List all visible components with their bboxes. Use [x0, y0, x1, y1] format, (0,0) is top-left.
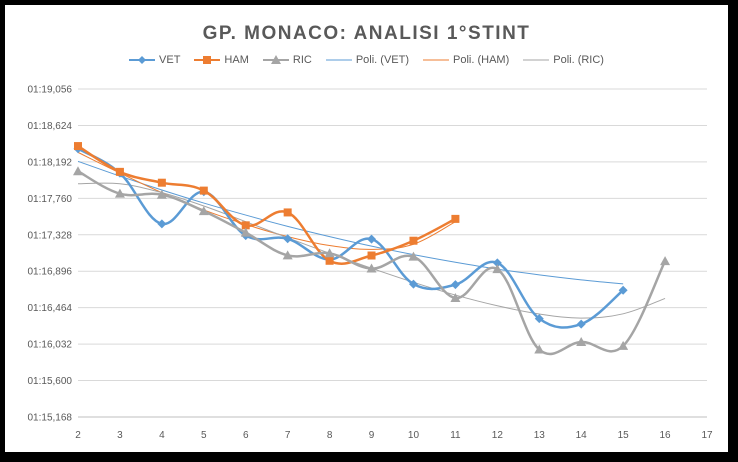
series-line-ric	[77, 170, 667, 356]
data-point-ham	[74, 142, 82, 151]
legend-label-poly-ham: Poli. (HAM)	[453, 54, 510, 66]
chart-area: GP. MONACO: ANALISI 1°STINT VET HAM RIC	[5, 5, 728, 452]
chart-title: GP. MONACO: ANALISI 1°STINT	[202, 23, 531, 44]
data-point-ham	[157, 178, 166, 187]
data-point-ric	[198, 206, 209, 216]
x-tick-label: 12	[492, 430, 504, 441]
legend-label-poly-ric: Poli. (RIC)	[553, 54, 604, 66]
x-tick-label: 15	[618, 430, 630, 441]
data-point-ric	[114, 188, 125, 198]
legend-item-poly-ham: Poli. (HAM)	[423, 54, 509, 66]
y-tick-label: 01:15,600	[28, 376, 73, 387]
data-point-ric	[282, 250, 293, 260]
y-tick-label: 01:19,056	[28, 85, 73, 96]
data-point-vet	[450, 280, 460, 290]
data-point-ham	[367, 251, 376, 260]
data-point-vet	[534, 314, 544, 324]
series-line-vet	[77, 147, 624, 329]
legend-marker-ham	[194, 56, 221, 64]
x-tick-label: 11	[450, 430, 461, 441]
y-tick-label: 01:17,760	[28, 194, 73, 205]
data-point-vet	[492, 258, 502, 268]
data-point-ham	[241, 221, 250, 230]
y-tick-label: 01:16,896	[28, 267, 73, 278]
y-tick-label: 01:15,168	[28, 413, 73, 424]
data-point-ric	[240, 227, 251, 237]
y-tick-label: 01:16,464	[28, 303, 73, 314]
data-point-ric	[534, 344, 545, 354]
data-point-ric	[450, 292, 461, 302]
plot-svg: 01:15,168 01:15,600 01:16,032 01:16,464 01:1…	[28, 85, 713, 442]
x-tick-label: 7	[285, 430, 291, 441]
data-point-ric	[156, 189, 167, 199]
legend-item-vet: VET	[129, 54, 180, 66]
data-point-ric	[366, 263, 377, 273]
legend-marker-ric	[262, 55, 289, 64]
data-point-ric	[660, 256, 671, 266]
x-tick-label: 3	[117, 430, 123, 441]
data-point-ham	[409, 236, 418, 245]
legend-line-poly-vet	[325, 59, 352, 61]
x-tick-label: 6	[243, 430, 249, 441]
legend-marker-vet	[129, 56, 156, 64]
trendline-poli-ric-	[77, 182, 666, 319]
legend-item-ham: HAM	[194, 54, 249, 66]
y-tick-label: 01:16,032	[28, 340, 73, 351]
x-tick-label: 2	[75, 430, 81, 441]
x-tick-label: 14	[576, 430, 588, 441]
data-point-ric	[492, 264, 503, 274]
data-point-ric	[324, 248, 335, 258]
x-tick-label: 17	[701, 430, 713, 441]
data-point-ric	[73, 166, 83, 176]
x-tick-label: 13	[534, 430, 546, 441]
trendline-poli-vet-	[77, 160, 624, 285]
legend-label-ham: HAM	[224, 54, 249, 66]
x-tick-label: 5	[201, 430, 207, 441]
legend: VET HAM RIC Poli. (VET) Po	[5, 54, 728, 66]
x-tick-label: 4	[159, 430, 165, 441]
data-point-ham	[115, 167, 124, 176]
legend-line-poly-ham	[423, 59, 450, 61]
data-point-ham	[325, 256, 334, 265]
legend-label-poly-vet: Poli. (VET)	[355, 54, 410, 66]
x-tick-label: 9	[369, 430, 375, 441]
data-point-ham	[283, 208, 292, 217]
legend-line-poly-ric	[523, 59, 550, 61]
x-tick-label: 16	[660, 430, 672, 441]
data-point-vet	[367, 234, 377, 244]
x-tick-label: 10	[408, 430, 420, 441]
data-point-ric	[576, 336, 587, 346]
y-tick-label: 01:18,192	[28, 157, 73, 168]
x-tick-label: 8	[327, 430, 333, 441]
y-tick-label: 01:17,328	[28, 230, 73, 241]
series-line-ham	[77, 145, 456, 265]
data-point-vet	[618, 285, 628, 295]
legend-item-poly-ric: Poli. (RIC)	[523, 54, 604, 66]
y-tick-label: 01:18,624	[28, 121, 73, 132]
data-point-vet	[283, 234, 293, 244]
legend-label-vet: VET	[159, 54, 181, 66]
data-point-ric	[618, 340, 629, 350]
data-point-ham	[451, 214, 460, 223]
data-point-ric	[408, 251, 419, 261]
data-point-ham	[199, 186, 208, 195]
legend-label-ric: RIC	[292, 54, 312, 66]
data-point-vet	[157, 219, 167, 229]
legend-item-poly-vet: Poli. (VET)	[325, 54, 410, 66]
legend-item-ric: RIC	[262, 54, 312, 66]
data-point-vet	[576, 319, 586, 329]
data-point-vet	[408, 279, 418, 289]
